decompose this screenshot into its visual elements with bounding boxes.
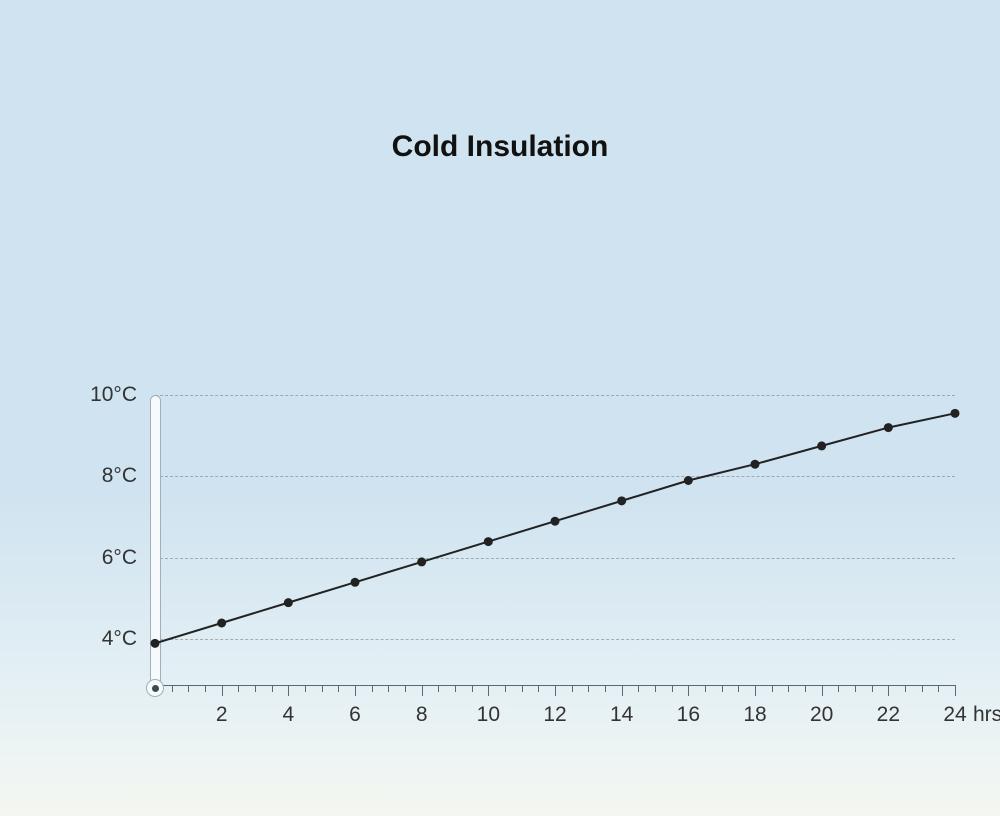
chart-area: 4°C6°C8°C10°C 24681012141618202224 hrs xyxy=(0,0,1000,816)
data-point xyxy=(151,639,160,648)
data-point xyxy=(217,619,226,628)
data-point xyxy=(551,517,560,526)
data-point xyxy=(884,423,893,432)
data-point xyxy=(751,460,760,469)
data-point xyxy=(817,441,826,450)
data-point xyxy=(351,578,360,587)
data-point xyxy=(417,557,426,566)
data-point xyxy=(484,537,493,546)
data-point xyxy=(284,598,293,607)
data-point xyxy=(617,496,626,505)
series-points xyxy=(151,409,960,648)
series-line xyxy=(155,413,955,643)
data-point xyxy=(951,409,960,418)
line-series xyxy=(0,0,1000,816)
data-point xyxy=(684,476,693,485)
